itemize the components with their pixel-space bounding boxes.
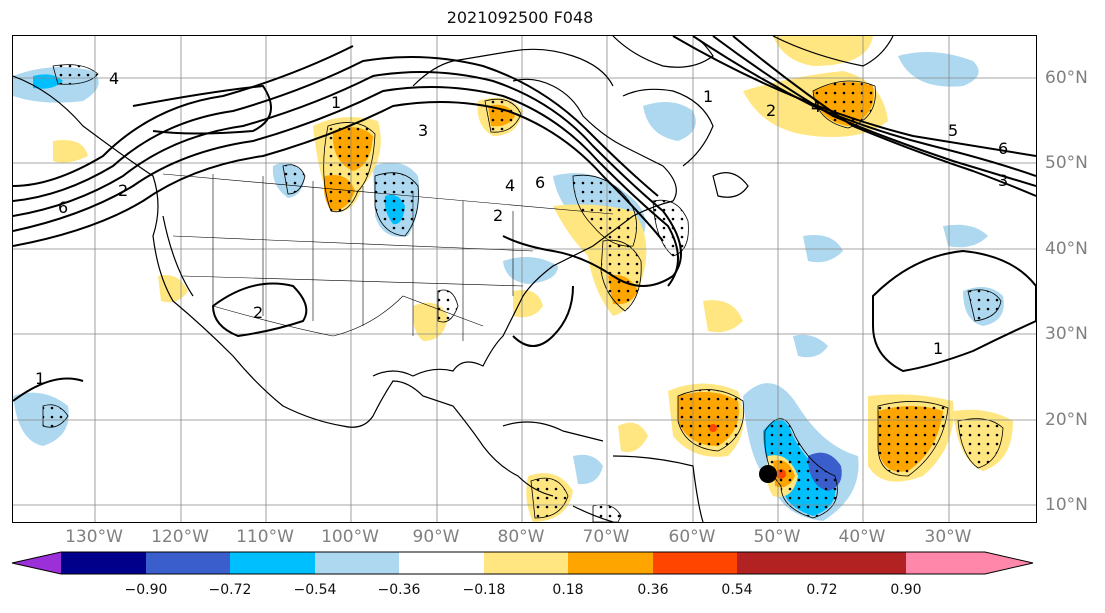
contour-label: 3 bbox=[998, 171, 1008, 190]
lon-label: 80°W bbox=[497, 527, 545, 547]
colorbar-segment bbox=[822, 552, 906, 574]
colorbar-segment bbox=[484, 552, 568, 574]
colorbar-segment bbox=[568, 552, 653, 574]
map-canvas: 4 6 2 2 3 1 4 6 2 1 2 4 5 6 3 1 1 bbox=[13, 36, 1036, 522]
colorbar-segment bbox=[146, 552, 230, 574]
contour-label: 6 bbox=[535, 173, 545, 192]
contour-label: 4 bbox=[109, 69, 119, 88]
contour-label: 1 bbox=[703, 87, 713, 106]
contour-lines bbox=[13, 36, 1036, 402]
contour-label: 1 bbox=[933, 339, 943, 358]
lat-label: 10°N bbox=[1045, 495, 1088, 515]
map-title: 2021092500 F048 bbox=[446, 8, 594, 27]
map-panel: 4 6 2 2 3 1 4 6 2 1 2 4 5 6 3 1 1 bbox=[12, 35, 1037, 523]
contour-label: 2 bbox=[766, 101, 776, 120]
colorbar-tick: −0.72 bbox=[208, 582, 252, 598]
lat-label: 30°N bbox=[1045, 324, 1088, 344]
storm-center-marker bbox=[759, 465, 777, 483]
lat-label: 20°N bbox=[1045, 410, 1088, 430]
lat-label: 50°N bbox=[1045, 153, 1088, 173]
colorbar-tick: −0.18 bbox=[462, 582, 506, 598]
lon-label: 60°W bbox=[668, 527, 716, 547]
colorbar-outline bbox=[11, 551, 1034, 575]
colorbar-tick: −0.36 bbox=[377, 582, 421, 598]
lon-label: 120°W bbox=[151, 527, 209, 547]
contour-label: 3 bbox=[418, 121, 428, 140]
colorbar-segment bbox=[737, 552, 822, 574]
colorbar-segment bbox=[230, 552, 315, 574]
lat-label: 40°N bbox=[1045, 239, 1088, 259]
contour-label: 5 bbox=[948, 121, 958, 140]
contour-label: 4 bbox=[505, 176, 515, 195]
lon-label: 100°W bbox=[321, 527, 379, 547]
contour-label: 4 bbox=[811, 97, 821, 116]
colorbar-segment bbox=[399, 552, 484, 574]
lon-label: 30°W bbox=[924, 527, 972, 547]
contour-label: 2 bbox=[493, 206, 503, 225]
coastlines bbox=[13, 36, 894, 522]
contour-label: 2 bbox=[118, 181, 128, 200]
contour-label-group: 4 6 2 2 3 1 4 6 2 1 2 4 5 6 3 1 1 bbox=[35, 69, 1008, 388]
lon-label: 40°W bbox=[838, 527, 886, 547]
lon-label: 130°W bbox=[65, 527, 123, 547]
contour-label: 1 bbox=[35, 369, 45, 388]
colorbar-tick: 0.54 bbox=[721, 582, 753, 598]
contour-label: 6 bbox=[998, 139, 1008, 158]
contour-label: 2 bbox=[253, 303, 263, 322]
contour-label: 1 bbox=[331, 93, 341, 112]
lon-label: 50°W bbox=[753, 527, 801, 547]
contour-label: 6 bbox=[58, 198, 68, 217]
colorbar-segment bbox=[315, 552, 399, 574]
colorbar-tick: 0.18 bbox=[552, 582, 584, 598]
colorbar-segment bbox=[653, 552, 737, 574]
lat-label: 60°N bbox=[1045, 68, 1088, 88]
lon-label: 90°W bbox=[412, 527, 460, 547]
colorbar bbox=[11, 551, 1034, 575]
colorbar-extend-min bbox=[12, 552, 61, 574]
colorbar-tick: 0.90 bbox=[890, 582, 922, 598]
lon-label: 110°W bbox=[236, 527, 294, 547]
colorbar-tick: −0.54 bbox=[293, 582, 337, 598]
colorbar-segment bbox=[61, 552, 146, 574]
colorbar-tick: 0.72 bbox=[806, 582, 838, 598]
state-borders bbox=[162, 173, 614, 341]
graticule bbox=[13, 36, 1036, 522]
lon-label: 70°W bbox=[582, 527, 630, 547]
colorbar-tick: 0.36 bbox=[637, 582, 669, 598]
colorbar-tick: −0.90 bbox=[124, 582, 168, 598]
